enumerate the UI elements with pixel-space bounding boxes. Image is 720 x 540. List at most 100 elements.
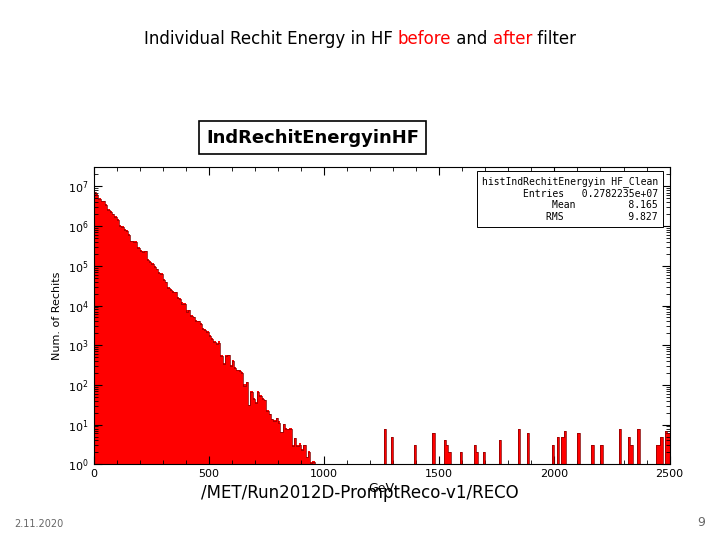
Bar xyxy=(144,251,147,540)
Bar xyxy=(395,464,397,540)
Bar xyxy=(161,273,163,540)
Bar xyxy=(562,437,564,540)
Bar xyxy=(349,464,351,540)
Bar xyxy=(156,268,158,540)
Bar xyxy=(289,429,292,540)
Bar xyxy=(310,462,312,540)
Bar xyxy=(510,464,513,540)
Bar xyxy=(278,421,280,540)
Text: histIndRechitEnergyin HF_Clean
Entries   0.2782235e+07
Mean         8.165
RMS   : histIndRechitEnergyin HF_Clean Entries 0… xyxy=(482,176,658,222)
Bar xyxy=(124,229,126,540)
Bar xyxy=(628,437,631,540)
Bar xyxy=(331,464,333,540)
Bar xyxy=(246,382,248,540)
Bar xyxy=(172,291,174,540)
Text: filter: filter xyxy=(532,30,576,48)
Bar xyxy=(444,441,446,540)
Bar xyxy=(188,310,190,540)
Bar xyxy=(420,464,423,540)
Bar xyxy=(239,369,241,540)
Text: 9: 9 xyxy=(698,516,706,529)
Bar xyxy=(202,328,204,540)
Bar xyxy=(105,204,107,540)
Bar xyxy=(251,391,253,540)
Bar xyxy=(98,198,101,540)
Bar xyxy=(432,434,435,540)
Bar xyxy=(317,464,320,540)
Bar xyxy=(222,363,225,540)
Bar xyxy=(232,360,234,540)
Bar xyxy=(667,434,670,540)
Bar xyxy=(315,464,317,540)
Bar xyxy=(151,264,153,540)
Bar xyxy=(230,365,232,540)
Bar xyxy=(324,464,326,540)
Bar xyxy=(190,315,193,540)
Bar xyxy=(322,464,324,540)
Bar xyxy=(140,250,142,540)
Bar xyxy=(170,289,172,540)
Bar xyxy=(264,400,266,540)
Bar xyxy=(359,464,361,540)
Bar xyxy=(368,464,370,540)
Bar xyxy=(527,434,529,540)
Bar xyxy=(366,464,368,540)
Bar xyxy=(209,335,211,540)
Bar xyxy=(476,453,478,540)
Bar xyxy=(499,441,501,540)
Bar xyxy=(379,464,382,540)
Text: Individual Rechit Energy in HF: Individual Rechit Energy in HF xyxy=(144,30,398,48)
Bar xyxy=(287,429,289,540)
Bar xyxy=(195,320,197,540)
Bar xyxy=(656,446,658,540)
Bar xyxy=(384,429,386,540)
Bar xyxy=(518,429,520,540)
Bar xyxy=(207,331,209,540)
Bar xyxy=(197,321,199,540)
Bar xyxy=(552,446,554,540)
Bar xyxy=(343,464,345,540)
Bar xyxy=(276,417,278,540)
Bar xyxy=(135,241,138,540)
Bar xyxy=(280,432,282,540)
Text: before: before xyxy=(398,30,451,48)
Bar xyxy=(587,464,589,540)
Bar xyxy=(328,464,331,540)
Bar xyxy=(186,310,188,540)
Bar xyxy=(297,446,299,540)
Bar xyxy=(266,410,269,540)
Bar xyxy=(138,247,140,540)
Text: after: after xyxy=(493,30,532,48)
Bar xyxy=(591,446,593,540)
Bar xyxy=(294,438,297,540)
Bar xyxy=(269,414,271,540)
Bar xyxy=(462,464,464,540)
Bar xyxy=(564,431,566,540)
Bar xyxy=(132,241,135,540)
Bar xyxy=(167,287,170,540)
Bar xyxy=(391,437,393,540)
Bar xyxy=(253,398,255,540)
Bar xyxy=(308,451,310,540)
Bar xyxy=(340,464,343,540)
Bar xyxy=(199,323,202,540)
Bar xyxy=(483,453,485,540)
Bar xyxy=(320,464,322,540)
Bar xyxy=(305,457,308,540)
Text: IndRechitEnergyinHF: IndRechitEnergyinHF xyxy=(206,129,419,146)
Bar xyxy=(228,355,230,540)
Bar xyxy=(665,431,667,540)
Bar xyxy=(225,355,228,540)
Bar xyxy=(119,225,121,540)
Bar xyxy=(128,234,130,540)
Bar xyxy=(163,279,165,540)
Bar xyxy=(165,282,167,540)
Bar xyxy=(218,341,220,540)
Bar xyxy=(460,453,462,540)
Bar xyxy=(130,241,132,540)
Bar xyxy=(356,464,359,540)
Bar xyxy=(193,316,195,540)
Bar xyxy=(312,461,315,540)
Bar xyxy=(255,402,257,540)
Bar xyxy=(619,429,621,540)
